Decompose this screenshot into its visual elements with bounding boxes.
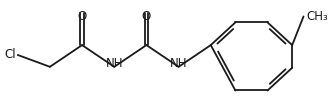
Text: CH₃: CH₃ — [306, 10, 328, 23]
Text: O: O — [78, 10, 87, 23]
Text: NH: NH — [170, 57, 187, 70]
Text: NH: NH — [106, 57, 123, 70]
Text: O: O — [142, 10, 151, 23]
Text: Cl: Cl — [4, 48, 16, 61]
